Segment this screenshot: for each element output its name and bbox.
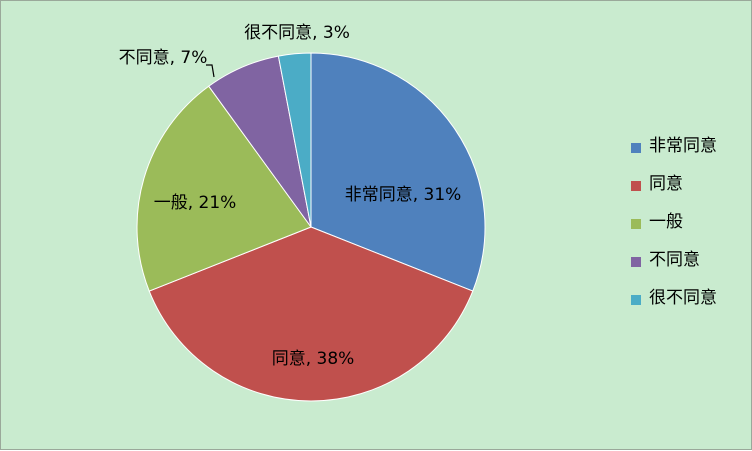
data-label-3: 一般, 21% bbox=[154, 193, 237, 213]
leader-line bbox=[206, 64, 215, 78]
legend-swatch bbox=[631, 181, 641, 191]
legend-item: 一般 bbox=[631, 209, 749, 247]
pie-slice-2 bbox=[148, 226, 474, 402]
pie-slice-5 bbox=[277, 52, 312, 228]
legend-swatch bbox=[631, 295, 641, 305]
legend-item: 很不同意 bbox=[631, 285, 749, 323]
legend-label: 一般 bbox=[649, 212, 683, 232]
data-label-2: 同意, 38% bbox=[272, 349, 355, 369]
data-label-5: 很不同意, 3% bbox=[244, 23, 350, 43]
legend-label: 同意 bbox=[649, 174, 683, 194]
legend-swatch bbox=[631, 257, 641, 267]
legend-swatch bbox=[631, 219, 641, 229]
pie-slice-1 bbox=[310, 52, 486, 292]
legend-item: 不同意 bbox=[631, 247, 749, 285]
legend-item: 非常同意 bbox=[631, 133, 749, 171]
data-label-1: 非常同意, 31% bbox=[345, 185, 462, 205]
data-label-4: 不同意, 7% bbox=[119, 48, 208, 68]
legend-label: 很不同意 bbox=[649, 288, 717, 308]
legend-label: 不同意 bbox=[649, 250, 700, 270]
legend-label: 非常同意 bbox=[649, 136, 717, 156]
legend: 非常同意同意一般不同意很不同意 bbox=[631, 133, 749, 323]
legend-item: 同意 bbox=[631, 171, 749, 209]
legend-swatch bbox=[631, 143, 641, 153]
pie-slice-3 bbox=[136, 85, 312, 292]
